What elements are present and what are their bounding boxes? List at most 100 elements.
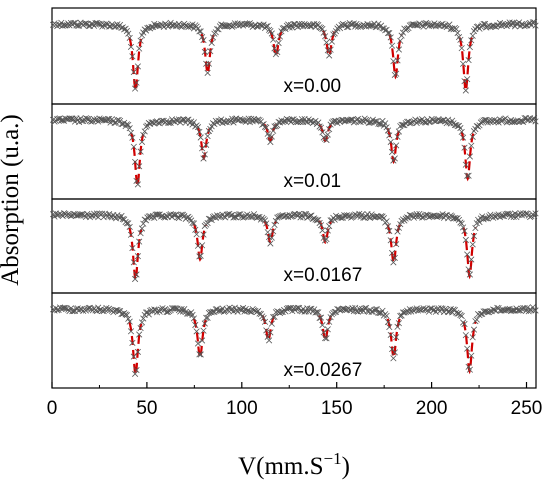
data-point <box>208 309 215 316</box>
data-point <box>123 220 130 227</box>
data-point <box>386 132 393 139</box>
data-point <box>70 210 77 217</box>
panel-frame <box>51 292 537 389</box>
data-point <box>130 259 137 266</box>
data-point <box>200 155 207 162</box>
data-point <box>271 313 278 320</box>
data-point <box>126 223 133 230</box>
data-point <box>454 123 461 130</box>
data-point <box>458 312 465 320</box>
data-point <box>271 45 278 52</box>
panel-4: x=0.0267 <box>50 292 539 389</box>
data-point <box>287 213 294 220</box>
data-point <box>204 133 211 140</box>
data-point <box>200 231 207 238</box>
data-point <box>272 217 279 225</box>
data-point <box>242 21 249 28</box>
data-point <box>416 306 423 313</box>
data-point <box>464 76 471 83</box>
data-point <box>199 337 206 344</box>
data-point <box>201 151 208 158</box>
data-point <box>412 21 419 28</box>
data-point <box>130 353 137 360</box>
data-point <box>276 33 284 40</box>
panel-1: x=0.00 <box>50 7 539 105</box>
data-point <box>341 212 348 219</box>
data-point <box>185 116 192 123</box>
data-point <box>316 314 323 322</box>
data-point <box>133 177 140 184</box>
data-point <box>326 318 333 325</box>
data-point <box>197 351 204 358</box>
data-point <box>151 214 158 221</box>
panels-group: x=0.00 x=0.01 x=0.0167 x=0.0267 <box>50 7 539 389</box>
data-point <box>266 133 273 140</box>
data-points <box>50 210 539 283</box>
data-point <box>312 117 319 124</box>
y-axis-title: Absorption (u.a.) <box>0 114 24 286</box>
data-point <box>207 48 214 55</box>
data-point <box>263 327 270 334</box>
data-point <box>261 123 269 130</box>
data-point <box>317 124 325 131</box>
data-point <box>391 349 398 356</box>
data-point <box>395 46 402 53</box>
data-point <box>460 60 467 67</box>
data-point <box>140 315 147 322</box>
data-point <box>136 238 143 245</box>
data-point <box>141 128 148 135</box>
data-point <box>173 305 180 312</box>
data-point <box>391 254 398 261</box>
data-point <box>86 118 94 125</box>
data-point <box>208 39 215 46</box>
data-point <box>379 25 386 32</box>
data-point <box>529 19 536 26</box>
data-point <box>137 37 144 44</box>
data-point <box>408 120 415 127</box>
panel-label: x=0.0267 <box>284 360 363 381</box>
data-point <box>99 210 106 217</box>
data-point <box>106 115 113 122</box>
data-point <box>460 224 467 231</box>
data-point <box>387 34 394 41</box>
data-point <box>263 220 270 227</box>
data-point <box>531 19 538 26</box>
data-point <box>143 309 150 316</box>
data-point <box>461 320 468 328</box>
data-point <box>324 227 331 234</box>
data-point <box>166 119 173 126</box>
data-point <box>130 143 137 150</box>
data-point <box>138 319 146 326</box>
data-point <box>313 309 320 316</box>
data-point <box>522 307 530 314</box>
data-point <box>468 142 475 149</box>
data-point <box>395 224 402 231</box>
data-point <box>465 266 472 273</box>
data-point <box>140 220 147 227</box>
data-point <box>58 117 65 124</box>
data-point <box>137 148 144 155</box>
data-point <box>125 121 132 128</box>
data-point <box>480 20 487 27</box>
data-point <box>399 121 407 129</box>
data-point <box>192 321 199 329</box>
x-tick-label: 250 <box>511 398 543 419</box>
data-point <box>386 227 393 235</box>
data-point <box>123 312 130 319</box>
data-point <box>465 172 472 179</box>
data-point <box>384 223 392 230</box>
data-point <box>315 119 322 126</box>
data-point <box>208 217 215 224</box>
data-point <box>58 19 65 26</box>
data-point <box>155 211 162 218</box>
data-point <box>184 310 191 317</box>
data-point <box>129 134 136 141</box>
data-point <box>192 226 199 233</box>
data-point <box>231 213 238 220</box>
data-point <box>384 127 392 134</box>
data-point <box>446 21 453 28</box>
data-point <box>73 212 80 219</box>
data-point <box>315 216 322 223</box>
data-point <box>145 311 152 318</box>
